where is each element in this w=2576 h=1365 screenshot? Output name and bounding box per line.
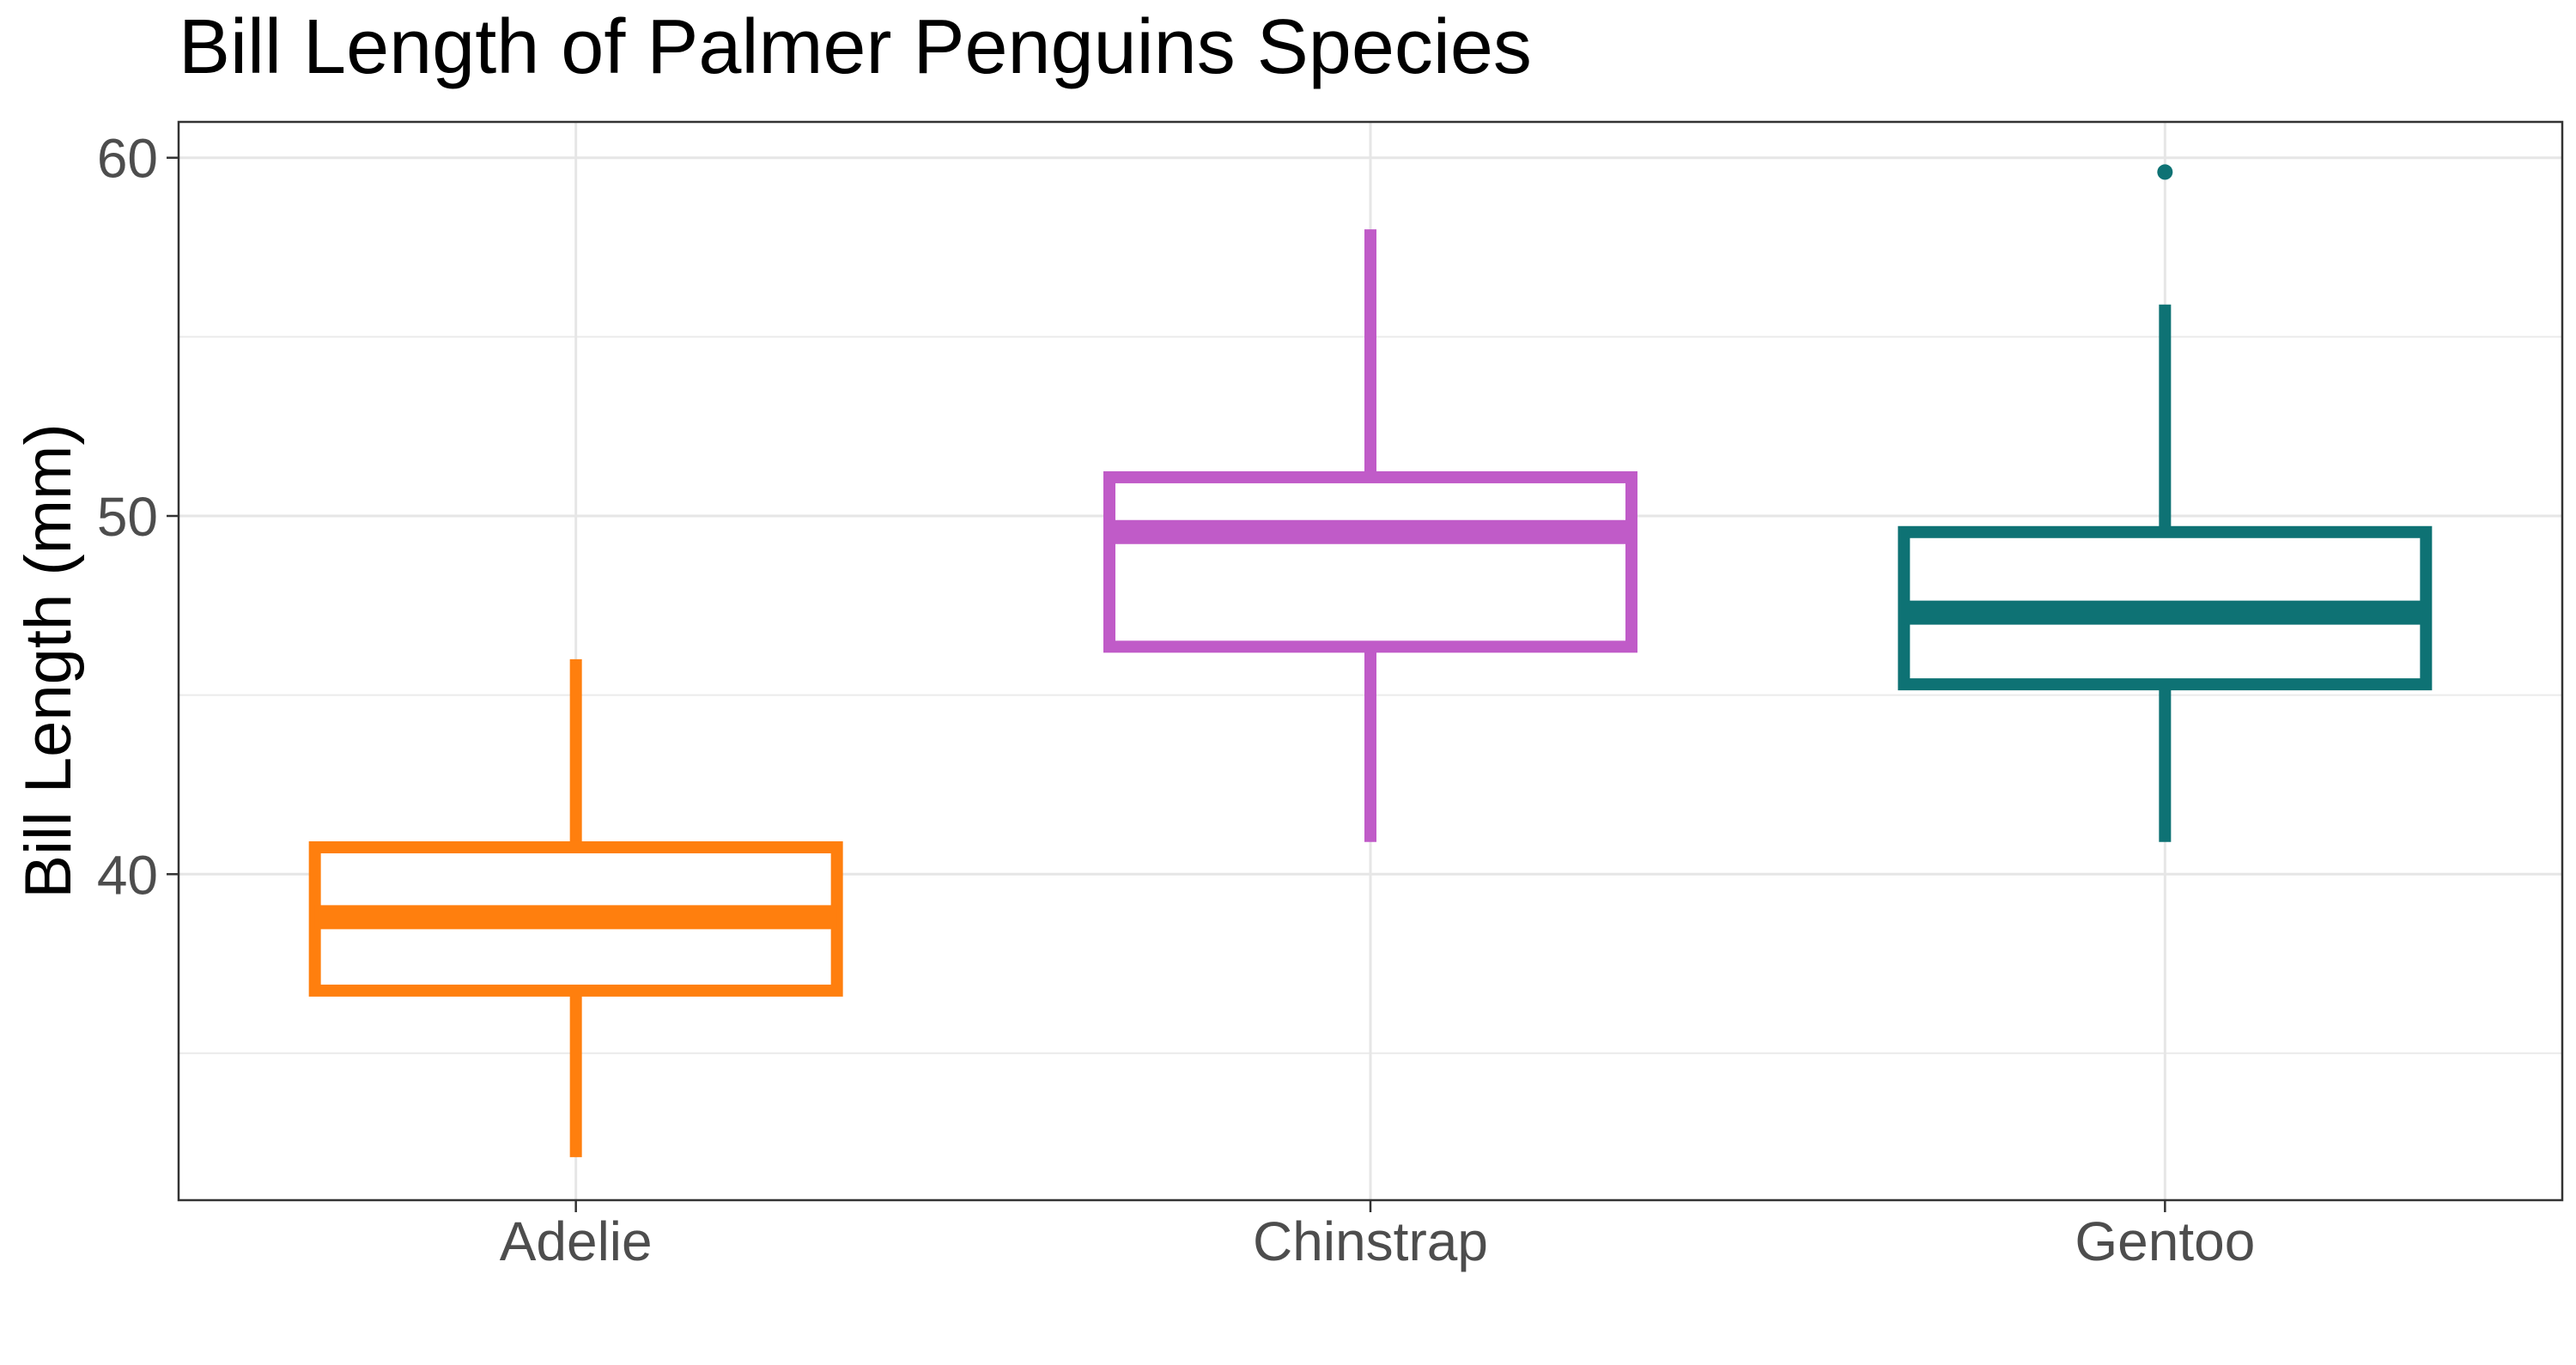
box-chinstrap	[1103, 229, 1637, 842]
iqr-box	[1103, 470, 1637, 653]
chart-title: Bill Length of Palmer Penguins Species	[179, 4, 1532, 90]
y-tick-label: 40	[97, 844, 158, 906]
box-series	[308, 164, 2433, 1157]
y-tick-label: 50	[97, 486, 158, 548]
box-adelie	[308, 658, 843, 1157]
axes: 40 50 60 Adelie Chinstrap Gentoo	[97, 128, 2255, 1272]
outlier-point	[2157, 164, 2173, 180]
x-tick-label: Chinstrap	[1253, 1210, 1488, 1272]
y-tick-label: 60	[97, 128, 158, 190]
y-axis-label: Bill Length (mm)	[12, 423, 85, 898]
x-tick-label: Gentoo	[2075, 1210, 2255, 1272]
box-gentoo	[1898, 164, 2433, 842]
x-tick-label: Adelie	[500, 1210, 653, 1272]
